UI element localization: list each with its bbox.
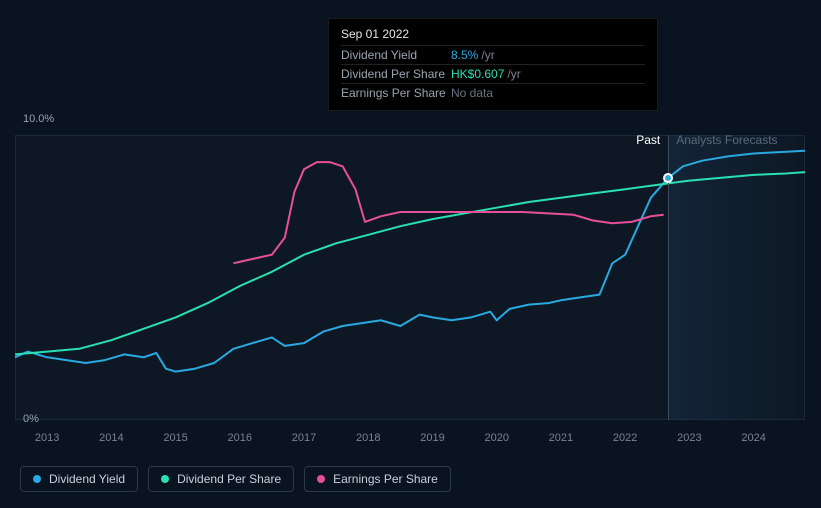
y-axis-tick-label: 0% <box>23 413 39 425</box>
tooltip-row-value: 8.5% <box>451 48 478 62</box>
x-axis-tick-label: 2021 <box>549 432 573 444</box>
tooltip-date: Sep 01 2022 <box>341 27 645 45</box>
series-dividend-yield <box>15 151 805 372</box>
x-axis-tick-label: 2019 <box>420 432 444 444</box>
tooltip-row-value: No data <box>451 86 493 100</box>
forecast-label: Analysts Forecasts <box>676 133 777 147</box>
dividend-chart: 10.0% 0% 2013 2014 2015 2016 2017 2018 2019 2020… <box>0 0 821 508</box>
tooltip-row-label: Dividend Yield <box>341 48 451 62</box>
legend-dot-icon <box>317 475 325 483</box>
legend-item-label: Dividend Yield <box>49 472 125 486</box>
legend-item-dividend-yield[interactable]: Dividend Yield <box>20 466 138 492</box>
legend-item-label: Dividend Per Share <box>177 472 281 486</box>
x-axis-tick-label: 2013 <box>35 432 59 444</box>
tooltip-row: Earnings Per ShareNo data <box>341 83 645 102</box>
past-label: Past <box>636 133 660 147</box>
legend-dot-icon <box>33 475 41 483</box>
x-axis-tick-label: 2015 <box>163 432 187 444</box>
tooltip-row-suffix: /yr <box>481 48 494 62</box>
x-axis-tick-label: 2020 <box>484 432 508 444</box>
legend-item-earnings-per-share[interactable]: Earnings Per Share <box>304 466 451 492</box>
tooltip-row-suffix: /yr <box>507 67 520 81</box>
tooltip-row-label: Dividend Per Share <box>341 67 451 81</box>
x-axis-tick-label: 2022 <box>613 432 637 444</box>
legend-dot-icon <box>161 475 169 483</box>
hover-tooltip: Sep 01 2022 Dividend Yield8.5%/yrDividen… <box>328 18 658 111</box>
legend-item-dividend-per-share[interactable]: Dividend Per Share <box>148 466 294 492</box>
x-axis-tick-label: 2018 <box>356 432 380 444</box>
tooltip-row: Dividend Yield8.5%/yr <box>341 45 645 64</box>
tooltip-row: Dividend Per ShareHK$0.607/yr <box>341 64 645 83</box>
series-earnings-per-share <box>233 162 663 263</box>
hover-marker-dot <box>663 173 673 183</box>
legend-item-label: Earnings Per Share <box>333 472 438 486</box>
x-axis-tick-label: 2014 <box>99 432 123 444</box>
x-axis-tick-label: 2023 <box>677 432 701 444</box>
x-axis-tick-label: 2016 <box>228 432 252 444</box>
tooltip-row-value: HK$0.607 <box>451 67 504 81</box>
x-axis-tick-label: 2024 <box>741 432 765 444</box>
x-axis-tick-label: 2017 <box>292 432 316 444</box>
y-axis-tick-label: 10.0% <box>23 113 54 125</box>
legend: Dividend Yield Dividend Per Share Earnings… <box>20 466 451 492</box>
tooltip-row-label: Earnings Per Share <box>341 86 451 100</box>
series-dividend-per-share <box>15 172 805 354</box>
